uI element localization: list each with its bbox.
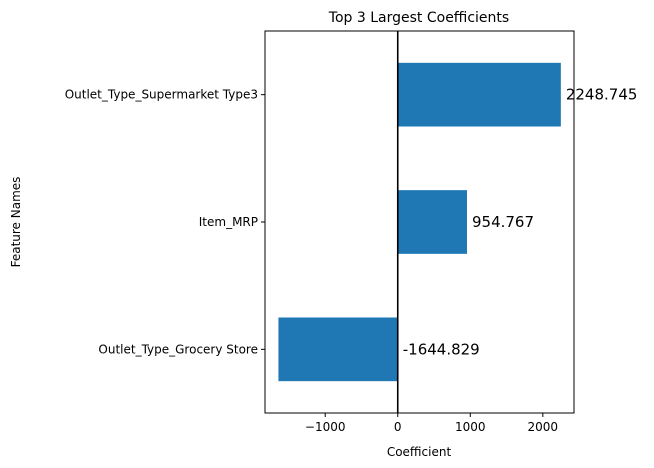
y-tick-label-0: Outlet_Type_Supermarket Type3 bbox=[65, 88, 258, 102]
x-axis-ticks: −1000 0 1000 2000 bbox=[305, 413, 558, 434]
data-label-1: 954.767 bbox=[472, 213, 534, 231]
y-axis-label: Feature Names bbox=[9, 177, 23, 268]
x-axis-label: Coefficient bbox=[387, 445, 452, 459]
x-tick-label-2: 1000 bbox=[455, 420, 486, 434]
x-tick-label-1: 0 bbox=[394, 420, 402, 434]
y-axis-ticks: Outlet_Type_Supermarket Type3 Item_MRP Out… bbox=[65, 88, 265, 356]
x-tick-label-3: 2000 bbox=[528, 420, 559, 434]
y-tick-label-1: Item_MRP bbox=[199, 215, 258, 229]
bar-0 bbox=[397, 62, 561, 127]
data-labels-group: 2248.745 954.767 -1644.829 bbox=[403, 86, 638, 359]
y-tick-label-2: Outlet_Type_Grocery Store bbox=[98, 342, 258, 356]
data-label-0: 2248.745 bbox=[566, 86, 638, 104]
x-tick-label-0: −1000 bbox=[305, 420, 346, 434]
bars-group bbox=[278, 62, 561, 382]
bar-1 bbox=[397, 190, 467, 254]
chart-title: Top 3 Largest Coefficients bbox=[328, 10, 509, 26]
data-label-2: -1644.829 bbox=[403, 340, 480, 358]
bar-2 bbox=[278, 317, 398, 382]
